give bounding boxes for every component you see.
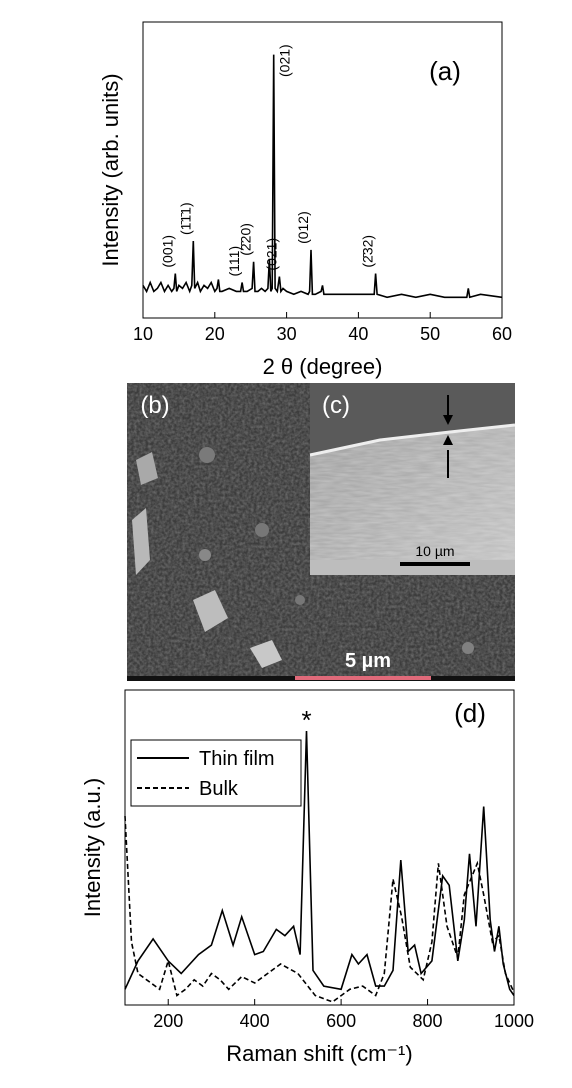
x-tick-label: 200 <box>153 1011 183 1031</box>
scale-bar-label: 5 µm <box>345 650 391 672</box>
x-tick-label: 600 <box>326 1011 356 1031</box>
peak-label: (021) <box>263 238 279 271</box>
panel-label: (b) <box>140 392 169 419</box>
x-tick-label: 30 <box>277 324 297 344</box>
data-line <box>142 54 503 299</box>
panel-label: (a) <box>429 56 461 86</box>
x-axis-label: Raman shift (cm⁻¹) <box>226 1041 412 1066</box>
legend-label: Bulk <box>199 778 239 800</box>
y-axis-label: Intensity (a.u.) <box>80 778 105 917</box>
peak-label: (111) <box>226 246 242 277</box>
scale-bar-label: 10 µm <box>415 543 454 559</box>
x-tick-label: 50 <box>420 324 440 344</box>
x-tick-label: 400 <box>240 1011 270 1031</box>
peak-label: (2̄20) <box>238 223 254 256</box>
y-axis-label: Intensity (arb. units) <box>98 73 123 266</box>
peak-label: (021) <box>277 44 293 77</box>
legend-box <box>130 739 302 807</box>
x-tick-label: 60 <box>492 324 512 344</box>
x-tick-label: 1000 <box>494 1011 534 1031</box>
x-tick-label: 40 <box>348 324 368 344</box>
sem-image-c: (c) 10 µm <box>309 383 516 575</box>
panel-label: (d) <box>454 698 486 728</box>
peak-label: (2̄32) <box>360 235 376 268</box>
data-line <box>124 730 515 996</box>
peak-label: (012) <box>295 211 311 244</box>
annotation: * <box>301 705 311 735</box>
plot-frame <box>142 21 503 319</box>
peak-label: (1̄1̄1) <box>177 202 193 235</box>
legend-label: Thin film <box>199 748 275 770</box>
x-tick-label: 20 <box>205 324 225 344</box>
x-tick-label: 10 <box>133 324 153 344</box>
plot-frame <box>124 689 515 1006</box>
panel-label: (c) <box>322 392 350 419</box>
x-tick-label: 800 <box>413 1011 443 1031</box>
peak-label: (001) <box>159 235 175 268</box>
data-line <box>124 815 515 1003</box>
x-axis-label: 2 θ (degree) <box>263 354 383 379</box>
